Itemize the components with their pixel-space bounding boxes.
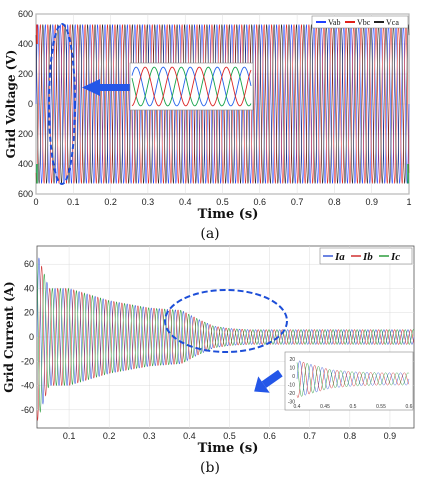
inset-box-a xyxy=(129,62,254,111)
x-ticks-b: 0.1 0.2 0.3 0.4 0.5 0.6 0.7 0.8 0.9 xyxy=(63,431,396,441)
inset-waves-b xyxy=(296,360,410,398)
highlight-ellipse-b xyxy=(164,289,288,353)
highlight-arrow-a xyxy=(82,79,132,96)
x-tick-label-a: 0.2 xyxy=(104,197,117,207)
legend-label-ic: Ic xyxy=(390,251,400,263)
y-tick-label-b: -20 xyxy=(21,356,34,366)
legend-label-vca: Vca xyxy=(386,18,399,27)
inset-wave-b xyxy=(296,361,410,398)
y-tick-label-b: 40 xyxy=(24,283,34,293)
inset-wave-a xyxy=(131,66,252,107)
x-tick-label-b: 0.7 xyxy=(303,431,316,441)
x-tick-label-a: 0.6 xyxy=(254,197,267,207)
y-tick-label-a: 0 xyxy=(28,99,33,109)
series-ia xyxy=(36,257,415,405)
highlight-ellipse-a xyxy=(48,23,76,185)
x-tick-label-b: 0.5 xyxy=(223,431,236,441)
y-axis-label-a: Grid Voltage (V) xyxy=(4,50,18,159)
panel-label-b: (b) xyxy=(200,460,220,476)
x-tick-label-a: 0.9 xyxy=(365,197,378,207)
y-axis-label-b: Grid Current (A) xyxy=(2,281,16,392)
inset-y-tick-b: 10 xyxy=(289,366,295,372)
legend-a: Vab Vbc Vca xyxy=(311,15,409,29)
x-ticks-a: 0 0.1 0.2 0.3 0.4 0.5 0.6 0.7 0.8 0.9 1 xyxy=(33,197,411,207)
legend-b: Ia Ib Ic xyxy=(319,247,413,265)
x-tick-label-a: 0.4 xyxy=(179,197,192,207)
inset-y-tick-b: -20 xyxy=(288,391,295,397)
inset-y-tick-b: 20 xyxy=(289,357,295,363)
inset-ticks-b: 20 10 0 -10 -20 -300.4 0.45 0.5 0.55 0.6 xyxy=(288,357,413,410)
x-axis-label-b: Time (s) xyxy=(198,441,259,456)
x-tick-label-a: 0.8 xyxy=(328,197,341,207)
legend-label-ia: Ia xyxy=(334,251,345,263)
y-ticks-b: 60 40 20 0 -20 -40 -60 xyxy=(21,259,34,415)
inset-b: 20 10 0 -10 -20 -300.4 0.45 0.5 0.55 0.6 xyxy=(284,351,414,411)
legend-label-vbc: Vbc xyxy=(357,18,371,27)
y-tick-label-b: -40 xyxy=(21,381,34,391)
x-axis-label-a: Time (s) xyxy=(198,207,259,222)
y-tick-label-b: -60 xyxy=(21,405,34,415)
y-tick-label-b: 20 xyxy=(24,308,34,318)
inset-y-tick-b: 0 xyxy=(292,374,295,380)
y-ticks-a: 600 400 200 0 200 400 600 xyxy=(18,9,33,199)
series-vbc xyxy=(35,24,410,184)
inset-wave-a xyxy=(131,66,252,107)
highlight-arrow-b xyxy=(254,369,283,393)
x-tick-label-a: 0.1 xyxy=(67,197,80,207)
inset-a xyxy=(129,62,254,111)
inset-wave-b xyxy=(296,362,410,397)
y-tick-label-a: 400 xyxy=(18,39,33,49)
inset-wave-b xyxy=(296,360,410,396)
x-tick-label-a: 0 xyxy=(33,197,38,207)
inset-y-tick-b: -30 xyxy=(288,400,295,406)
x-tick-label-a: 0.3 xyxy=(142,197,155,207)
y-tick-label-b: 0 xyxy=(29,332,34,342)
series-vca xyxy=(35,24,410,184)
inset-x-tick-b: 0.6 xyxy=(406,404,413,410)
y-tick-label-a: 600 xyxy=(18,9,33,19)
x-tick-label-b: 0.9 xyxy=(384,431,397,441)
x-tick-label-b: 0.6 xyxy=(263,431,276,441)
inset-x-tick-b: 0.5 xyxy=(350,404,357,410)
x-tick-label-a: 0.5 xyxy=(216,197,229,207)
y-tick-label-a: 200 xyxy=(18,129,33,139)
inset-waves-a xyxy=(131,66,252,107)
x-tick-label-b: 0.3 xyxy=(143,431,156,441)
legend-box-b xyxy=(319,247,413,265)
series-ic xyxy=(36,263,415,413)
y-tick-label-a: 200 xyxy=(18,69,33,79)
legend-label-ib: Ib xyxy=(362,251,373,263)
inset-wave-a xyxy=(131,66,252,107)
inset-x-tick-b: 0.4 xyxy=(294,404,301,410)
y-tick-label-a: 400 xyxy=(18,159,33,169)
x-tick-label-b: 0.2 xyxy=(103,431,116,441)
y-tick-label-a: 600 xyxy=(18,189,33,199)
x-tick-label-b: 0.1 xyxy=(63,431,76,441)
waves-b xyxy=(36,257,415,422)
x-tick-label-b: 0.4 xyxy=(183,431,196,441)
inset-x-tick-b: 0.45 xyxy=(320,404,330,410)
x-tick-label-a: 1 xyxy=(406,197,411,207)
series-ib xyxy=(36,265,415,422)
legend-box-a xyxy=(311,15,409,29)
x-tick-label-b: 0.8 xyxy=(344,431,357,441)
y-tick-label-b: 60 xyxy=(24,259,34,269)
panel-label-a: (a) xyxy=(200,226,219,242)
legend-label-vab: Vab xyxy=(328,18,340,27)
inset-x-tick-b: 0.55 xyxy=(376,404,386,410)
x-tick-label-a: 0.7 xyxy=(291,197,304,207)
inset-y-tick-b: -10 xyxy=(288,383,295,389)
